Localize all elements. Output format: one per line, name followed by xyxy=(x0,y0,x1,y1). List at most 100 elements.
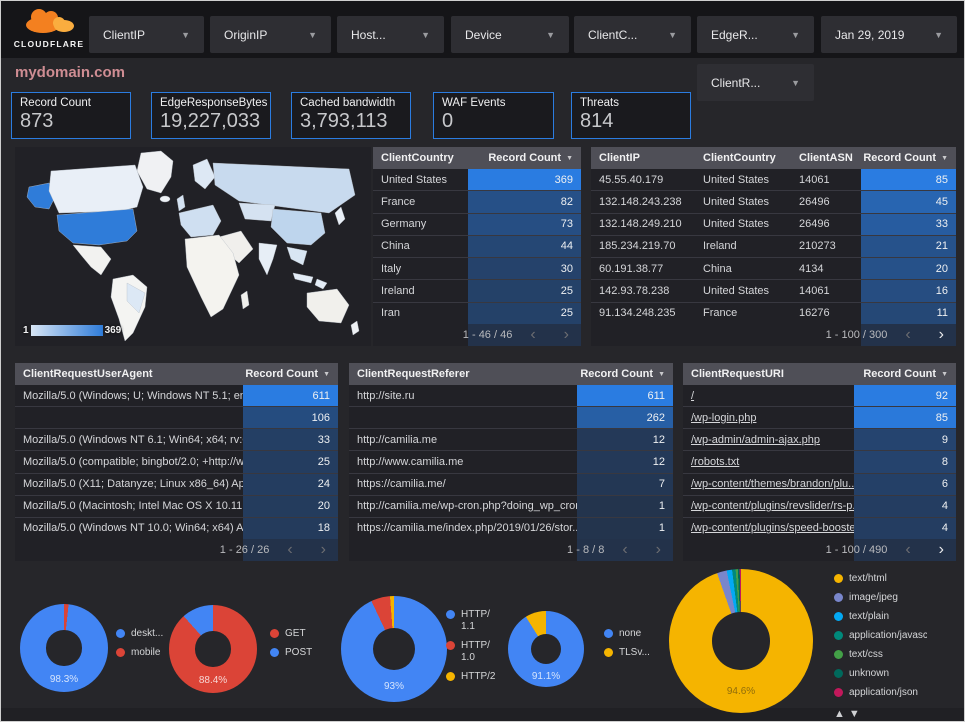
filter-chip-clientc[interactable]: ClientC... ▼ xyxy=(574,16,691,53)
donut-chart-content-type[interactable]: 94.6% xyxy=(669,569,813,713)
table-body: / 92/wp-login.php 85/wp-admin/admin-ajax.p… xyxy=(683,385,956,539)
legend-item-get[interactable]: GET xyxy=(270,628,312,640)
prev-page-button[interactable]: ‹ xyxy=(905,541,911,558)
legend-item-image-jpeg[interactable]: image/jpeg xyxy=(834,592,927,604)
donut-percent-label: 91.1% xyxy=(531,670,561,682)
cell: 142.93.78.238 xyxy=(599,285,670,298)
filter-chip-clientr[interactable]: ClientR... ▼ xyxy=(697,64,814,101)
column-header-record-count[interactable]: Record Count ▼ xyxy=(468,152,581,164)
column-header-clientasn[interactable]: ClientASN xyxy=(791,152,861,164)
uri-link[interactable]: / xyxy=(691,389,695,402)
donut-hole xyxy=(530,633,562,665)
legend-dot xyxy=(446,610,455,619)
column-header-record-count[interactable]: Record Count ▼ xyxy=(243,368,338,380)
column-header-record-count[interactable]: Record Count ▼ xyxy=(854,368,956,380)
legend-item-tlsv[interactable]: TLSv... xyxy=(604,647,650,659)
legend-item-http-1-0[interactable]: HTTP/ 1.0 xyxy=(446,640,495,664)
legend-item-application-json[interactable]: application/json xyxy=(834,687,927,699)
table-header: ClientIP ClientCountry ClientASN Record Cou… xyxy=(591,147,956,169)
filter-chip-clientip[interactable]: ClientIP ▼ xyxy=(89,16,204,53)
column-header-record-count[interactable]: Record Count ▼ xyxy=(861,152,956,164)
legend-label: text/plain xyxy=(849,611,890,622)
filter-chip-label: EdgeR... xyxy=(711,27,758,42)
pagination: 1 - 100 / 490 ‹ › xyxy=(683,539,956,561)
filter-chip-originip[interactable]: OriginIP ▼ xyxy=(210,16,331,53)
record-count-bar: 4 xyxy=(854,495,956,517)
uri-link[interactable]: /wp-content/plugins/speed-booste... xyxy=(691,522,854,535)
uri-link[interactable]: /wp-login.php xyxy=(691,411,757,424)
pagination-label: 1 - 46 / 46 xyxy=(462,329,513,341)
donut-chart-http-protocol[interactable]: 93% xyxy=(341,596,447,702)
table-user-agent: ClientRequestUserAgent Record Count ▼ Mozil… xyxy=(15,363,338,561)
scorecard-label: Threats xyxy=(580,97,619,109)
cell: United States xyxy=(703,173,770,186)
uri-link[interactable]: /robots.txt xyxy=(691,455,740,468)
prev-page-button[interactable]: ‹ xyxy=(287,541,293,558)
uri-link[interactable]: /wp-admin/admin-ajax.php xyxy=(691,433,821,446)
column-header-record-count[interactable]: Record Count ▼ xyxy=(577,368,673,380)
cell: Germany xyxy=(381,218,427,231)
next-page-button[interactable]: › xyxy=(938,541,944,558)
cell: Ireland xyxy=(703,240,737,253)
filter-chip-label: Device xyxy=(465,27,502,42)
legend-item-text-plain[interactable]: text/plain xyxy=(834,611,927,623)
prev-page-button[interactable]: ‹ xyxy=(530,326,536,343)
record-count-bar: 16 xyxy=(861,280,956,302)
record-count-bar: 30 xyxy=(468,258,581,280)
legend-label: mobile xyxy=(131,647,161,658)
map-legend: 1 369 xyxy=(23,325,121,336)
next-page-button[interactable]: › xyxy=(320,541,326,558)
legend-item-text-html[interactable]: text/html xyxy=(834,573,927,585)
prev-page-button[interactable]: ‹ xyxy=(622,541,628,558)
legend-item-deskt[interactable]: deskt... xyxy=(116,628,163,640)
table-body: http://site.ru 611 262 http://camilia.me 12 h… xyxy=(349,385,673,539)
pagination-label: 1 - 8 / 8 xyxy=(567,544,605,556)
next-page-button[interactable]: › xyxy=(938,326,944,343)
scorecard-value: 873 xyxy=(20,110,54,132)
filter-chip-host[interactable]: Host... ▼ xyxy=(337,16,444,53)
legend-up-icon[interactable]: ▲ xyxy=(834,708,849,720)
legend-item-mobile[interactable]: mobile xyxy=(116,647,163,659)
legend-item-application-javascri[interactable]: application/javascri... xyxy=(834,630,927,642)
uri-link[interactable]: /wp-content/themes/brandon/plu... xyxy=(691,478,854,491)
column-header-clientrequestuseragent[interactable]: ClientRequestUserAgent xyxy=(15,368,243,380)
legend-item-http-2[interactable]: HTTP/2 xyxy=(446,671,495,683)
cell: 4134 xyxy=(799,262,824,275)
legend-dot xyxy=(446,641,455,650)
scorecard-value: 814 xyxy=(580,110,614,132)
donut-chart-request-method[interactable]: 88.4% xyxy=(169,605,257,693)
donut-chart-device[interactable]: 98.3% xyxy=(20,604,108,692)
filter-chip-edger[interactable]: EdgeR... ▼ xyxy=(697,16,814,53)
table-row: http://camilia.me/wp-cron.php?doing_wp_c… xyxy=(349,494,673,517)
pagination: 1 - 8 / 8 ‹ › xyxy=(349,539,673,561)
column-header-clientip[interactable]: ClientIP xyxy=(591,152,695,164)
uri-link[interactable]: /wp-content/plugins/revslider/rs-p... xyxy=(691,500,854,513)
next-page-button[interactable]: › xyxy=(563,326,569,343)
column-header-label: ClientASN xyxy=(799,152,853,164)
table-row: Mozilla/5.0 (X11; Datanyze; Linux x86_64… xyxy=(15,472,338,495)
legend-item-text-css[interactable]: text/css xyxy=(834,649,927,661)
cell: United States xyxy=(703,218,770,231)
legend-item-unknown[interactable]: unknown xyxy=(834,668,927,680)
world-map[interactable] xyxy=(15,147,371,346)
prev-page-button[interactable]: ‹ xyxy=(905,326,911,343)
column-header-clientrequesturi[interactable]: ClientRequestURI xyxy=(683,368,854,380)
table-row: /robots.txt 8 xyxy=(683,450,956,473)
next-page-button[interactable]: › xyxy=(655,541,661,558)
legend-item-http-1-1[interactable]: HTTP/ 1.1 xyxy=(446,609,495,633)
column-header-clientcountry[interactable]: ClientCountry xyxy=(695,152,791,164)
legend-dot xyxy=(604,648,613,657)
filter-chip-jan-29-2019[interactable]: Jan 29, 2019 ▼ xyxy=(821,16,957,53)
legend-pager: ▲▼ xyxy=(834,708,927,720)
legend-item-none[interactable]: none xyxy=(604,628,650,640)
cell: 132.148.243.238 xyxy=(599,195,682,208)
legend-down-icon[interactable]: ▼ xyxy=(848,708,864,720)
donut-chart-tls-version[interactable]: 91.1% xyxy=(508,611,584,687)
pagination-label: 1 - 26 / 26 xyxy=(219,544,270,556)
filter-chip-device[interactable]: Device ▼ xyxy=(451,16,569,53)
column-header-clientcountry[interactable]: ClientCountry xyxy=(373,152,468,164)
scorecard-value: 0 xyxy=(442,110,454,132)
column-header-clientrequestreferer[interactable]: ClientRequestReferer xyxy=(349,368,577,380)
legend-item-post[interactable]: POST xyxy=(270,647,312,659)
table-row: /wp-content/themes/brandon/plu... 6 xyxy=(683,472,956,495)
